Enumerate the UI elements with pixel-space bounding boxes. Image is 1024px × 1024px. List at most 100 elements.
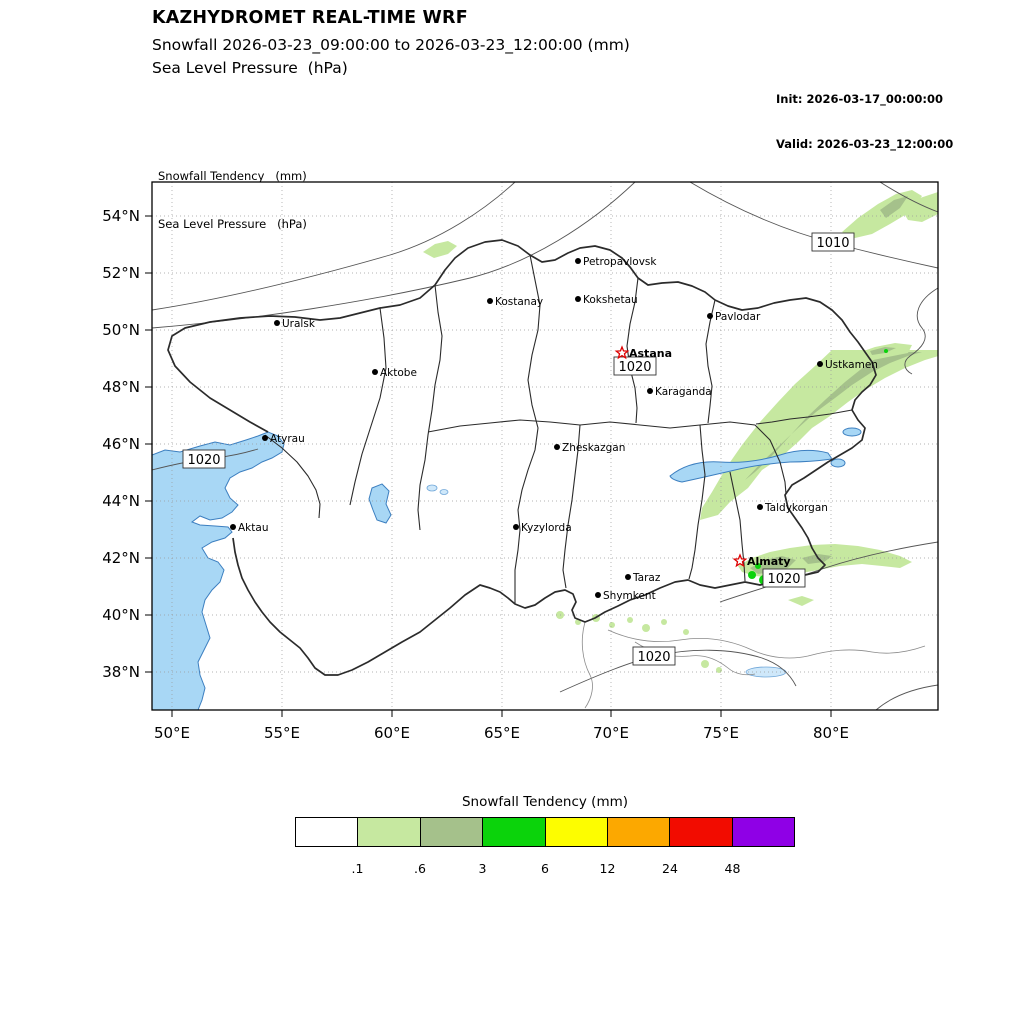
city-marker-almaty: Almaty [732, 553, 791, 568]
lat-tick-label: 52°N [102, 264, 140, 282]
city-dot-icon [372, 369, 378, 375]
city-marker-aktau: Aktau [230, 522, 268, 534]
lat-tick-label: 50°N [102, 321, 140, 339]
city-dot-icon [595, 592, 601, 598]
colorbar-swatch-4 [545, 818, 608, 846]
pressure-label-value: 1010 [816, 236, 849, 251]
snowfall-north-blob [423, 241, 457, 258]
city-dot-icon [262, 435, 268, 441]
city-marker-taldykorgan: Taldykorgan [757, 502, 828, 514]
page-title: KAZHYDROMET REAL-TIME WRF [152, 8, 468, 28]
weather-map: 1010 1020 1020 1020 1020 Petropavlovsk Kostan… [102, 181, 939, 742]
lake-zaysan [842, 427, 862, 437]
colorbar-tick-label: 12 [599, 861, 616, 876]
city-marker-shymkent: Shymkent [595, 590, 656, 602]
snowfall-southeast-core-a [750, 556, 796, 574]
city-label: Almaty [747, 555, 791, 568]
colorbar-tick-label: 3 [478, 861, 487, 876]
colorbar-tick-label: .1 [351, 861, 364, 876]
lon-tick-label: 55°E [264, 724, 300, 742]
city-marker-kostanay: Kostanay [487, 296, 543, 308]
city-label: Karaganda [655, 386, 712, 398]
city-dot-icon [513, 524, 519, 530]
colorbar-swatch-3 [483, 818, 546, 846]
pressure-label-value: 1020 [187, 453, 220, 468]
small-lake-a [426, 484, 438, 492]
axis-labels: 50°E 55°E 60°E 65°E 70°E 75°E 80°E 54°N 52°N 50°N… [102, 207, 849, 742]
city-label: Kostanay [495, 296, 543, 308]
lon-tick-label: 60°E [374, 724, 410, 742]
city-label: Pavlodar [715, 311, 761, 323]
city-dot-icon [707, 313, 713, 319]
map-variable-legend: Snowfall Tendency (mm) Sea Level Pressur… [158, 136, 307, 264]
kazakhstan-border [167, 239, 877, 676]
city-label: Ustkamen [825, 359, 878, 371]
city-label: Atyrau [270, 433, 305, 445]
oblast-borders [264, 254, 853, 604]
city-dot-icon [757, 504, 763, 510]
city-marker-ustkamen: Ustkamen [817, 359, 878, 371]
init-time: Init: 2026-03-17_00:00:00 [776, 92, 944, 106]
city-dot-icon [575, 258, 581, 264]
snowfall-right-corner [902, 192, 938, 222]
lake-balkhash [669, 449, 833, 483]
colorbar-tick-label: 48 [724, 861, 741, 876]
colorbar-swatch-0 [296, 818, 359, 846]
city-dot-icon [575, 296, 581, 302]
colorbar-tick-label: 6 [541, 861, 549, 876]
city-label: Aktau [238, 522, 268, 534]
city-dot-icon [625, 574, 631, 580]
city-dot-icon [817, 361, 823, 367]
pressure-label: 1020 [632, 646, 676, 666]
aral-sea [368, 483, 392, 524]
city-label: Zheskazgan [562, 442, 625, 454]
pressure-label-value: 1020 [618, 360, 651, 375]
legend-line-snowfall: Snowfall Tendency (mm) [158, 169, 307, 183]
capital-star-icon [614, 345, 630, 360]
city-marker-atyrau: Atyrau [262, 433, 305, 445]
colorbar-title: Snowfall Tendency (mm) [461, 794, 629, 810]
pressure-label-box [811, 232, 855, 252]
colorbar-swatch-7 [732, 818, 794, 846]
city-marker-zheskazgan: Zheskazgan [554, 442, 625, 454]
water-bodies [152, 427, 862, 710]
lake-alakol [830, 458, 846, 468]
snowfall-subtitle: Snowfall 2026-03-23_09:00:00 to 2026-03-… [152, 36, 630, 54]
city-marker-karaganda: Karaganda [647, 386, 712, 398]
pressure-label-box [182, 449, 226, 469]
snowfall-shaded-areas [423, 190, 938, 673]
lat-tick-label: 48°N [102, 378, 140, 396]
city-dot-icon [647, 388, 653, 394]
colorbar-swatch-1 [358, 818, 421, 846]
city-label: Shymkent [603, 590, 656, 602]
lat-tick-label: 40°N [102, 606, 140, 624]
colorbar [295, 817, 795, 847]
init-valid-times: Init: 2026-03-17_00:00:00 Valid: 2026-03… [776, 62, 953, 182]
pressure-label-value: 1020 [767, 572, 800, 587]
lon-tick-label: 80°E [813, 724, 849, 742]
pressure-label: 1020 [613, 356, 657, 376]
city-marker-taraz: Taraz [625, 572, 661, 584]
pressure-label-box [632, 646, 676, 666]
pressure-subtitle: Sea Level Pressure (hPa) [152, 59, 348, 77]
snowfall-band-northeast [700, 350, 938, 520]
valid-time: Valid: 2026-03-23_12:00:00 [776, 137, 954, 151]
lon-tick-label: 75°E [703, 724, 739, 742]
lon-tick-label: 70°E [593, 724, 629, 742]
colorbar-tick-label: .6 [414, 861, 426, 876]
lat-tick-label: 54°N [102, 207, 140, 225]
map-frame [151, 181, 939, 711]
lat-tick-label: 46°N [102, 435, 140, 453]
city-marker-kyzylorda: Kyzylorda [513, 522, 572, 534]
pressure-label: 1020 [762, 568, 806, 588]
grid-lines [152, 182, 938, 710]
pressure-labels: 1010 1020 1020 1020 1020 [182, 232, 855, 666]
city-label: Kokshetau [583, 294, 638, 306]
city-dot-icon [554, 444, 560, 450]
city-label: Aktobe [380, 367, 417, 379]
city-marker-petropavlovsk: Petropavlovsk [575, 256, 657, 268]
lat-tick-label: 38°N [102, 663, 140, 681]
snowfall-topright-core [880, 196, 908, 218]
lon-tick-label: 50°E [154, 724, 190, 742]
